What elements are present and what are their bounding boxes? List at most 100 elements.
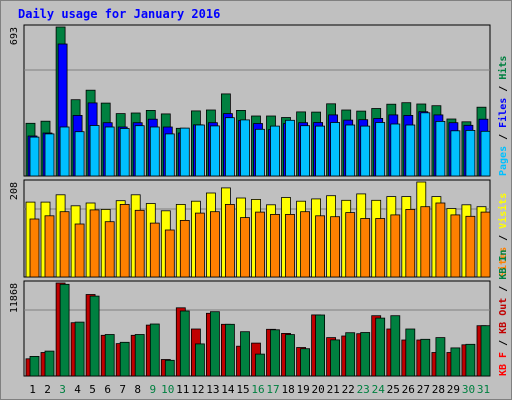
bar-kb-in-day-1 <box>29 355 40 377</box>
x-tick-day-24: 24 <box>372 383 386 396</box>
x-tick-day-17: 17 <box>266 383 279 396</box>
bar-sites-day-26 <box>405 208 416 278</box>
bar-kb-in-day-23 <box>360 332 371 377</box>
bar-kb-in-day-14 <box>224 323 235 377</box>
panel-legend: Pages / Files / Hits <box>497 56 509 176</box>
bar-sites-day-6 <box>104 221 115 278</box>
x-tick-day-6: 6 <box>104 383 111 396</box>
bar-kb-in-day-25 <box>390 315 401 377</box>
bar-pages-day-8 <box>134 125 145 177</box>
bar-kb-in-day-30 <box>465 343 476 377</box>
x-tick-day-19: 19 <box>296 383 309 396</box>
bar-kb-in-day-28 <box>435 337 446 377</box>
bar-kb-in-day-8 <box>134 334 145 377</box>
bar-sites-day-30 <box>465 215 476 278</box>
x-tick-day-26: 26 <box>402 383 415 396</box>
x-axis-labels: 1 2 3 4 5 6 7 8 9 10 11 12 13 14 15 16 17 18 19 20 21 22 23 24 2… <box>29 383 490 396</box>
bar-sites-day-16 <box>255 211 265 278</box>
bar-kb-in-day-12 <box>194 343 205 377</box>
bar-kb-in-day-31 <box>480 325 491 377</box>
bar-kb-in-day-7 <box>119 341 130 377</box>
bar-pages-day-7 <box>119 128 130 177</box>
bar-pages-day-15 <box>240 119 250 177</box>
bar-kb-in-day-27 <box>420 338 431 377</box>
bar-pages-day-3 <box>59 126 70 177</box>
legend-entry: Files <box>497 98 509 128</box>
x-tick-day-31: 31 <box>477 383 490 396</box>
bar-sites-day-19 <box>300 211 311 278</box>
bar-sites-day-7 <box>119 203 130 278</box>
bar-kb-in-day-11 <box>179 310 190 377</box>
bar-kb-in-day-13 <box>209 311 220 377</box>
bar-sites-day-27 <box>420 206 431 278</box>
x-tick-day-20: 20 <box>311 383 324 396</box>
x-tick-day-5: 5 <box>89 383 96 396</box>
legend-entry: KB Out <box>498 298 509 334</box>
bar-pages-day-13 <box>209 125 220 177</box>
legend-entry: / <box>498 128 509 146</box>
bar-kb-in-day-15 <box>240 331 250 377</box>
bar-sites-day-5 <box>89 209 100 278</box>
bar-sites-day-15 <box>240 217 250 278</box>
panel-max-label: 11868 <box>9 283 20 313</box>
bar-pages-day-10 <box>164 133 175 177</box>
bar-pages-day-25 <box>390 123 401 177</box>
bar-pages-day-22 <box>345 124 356 177</box>
bar-kb-in-day-26 <box>405 328 416 377</box>
x-tick-day-28: 28 <box>432 383 445 396</box>
bar-sites-day-25 <box>390 214 401 278</box>
legend-entry: Visits <box>497 193 509 229</box>
x-tick-day-30: 30 <box>462 383 475 396</box>
legend-entry: Pages <box>498 146 509 176</box>
bar-sites-day-21 <box>330 216 341 278</box>
panel-legend: Sites / Visits <box>497 193 509 277</box>
legend-entry: / <box>498 229 509 247</box>
series-pages <box>29 112 491 177</box>
chart-panels: 693 Pages / Files / Hits 208 Sites / Visits… <box>9 24 509 377</box>
bar-kb-in-day-29 <box>450 347 461 377</box>
bar-pages-day-9 <box>149 126 160 177</box>
bar-kb-in-day-10 <box>164 359 175 377</box>
bar-sites-day-9 <box>149 222 160 278</box>
series-kb-in <box>29 283 491 377</box>
bar-kb-in-day-3 <box>59 283 70 377</box>
x-tick-day-14: 14 <box>221 383 235 396</box>
bar-pages-day-11 <box>179 127 190 177</box>
bar-kb-in-day-17 <box>270 329 280 377</box>
x-tick-day-11: 11 <box>176 383 189 396</box>
bar-pages-day-12 <box>194 124 205 177</box>
x-tick-day-2: 2 <box>44 383 51 396</box>
bar-kb-in-day-2 <box>44 350 55 377</box>
bar-sites-day-11 <box>179 219 190 278</box>
x-tick-day-23: 23 <box>357 383 370 396</box>
x-tick-day-1: 1 <box>29 383 36 396</box>
x-tick-day-9: 9 <box>149 383 156 396</box>
bar-sites-day-23 <box>360 218 371 278</box>
x-tick-day-22: 22 <box>342 383 355 396</box>
bar-sites-day-22 <box>345 212 356 278</box>
bar-sites-day-31 <box>480 211 491 278</box>
bar-sites-day-29 <box>450 214 461 278</box>
bar-kb-in-day-24 <box>375 317 386 377</box>
x-tick-day-27: 27 <box>417 383 430 396</box>
bar-kb-in-day-5 <box>89 295 100 377</box>
bar-kb-in-day-21 <box>330 339 341 377</box>
bar-pages-day-26 <box>405 124 416 177</box>
x-tick-day-7: 7 <box>119 383 126 396</box>
panel-visits-sites: 208 Sites / Visits <box>9 179 509 278</box>
bar-pages-day-24 <box>375 122 386 177</box>
bar-pages-day-31 <box>480 130 491 177</box>
bar-sites-day-28 <box>435 202 446 278</box>
bar-pages-day-4 <box>74 131 85 177</box>
bar-pages-day-21 <box>330 122 341 177</box>
bar-kb-in-day-20 <box>315 314 326 377</box>
bar-sites-day-24 <box>375 218 386 278</box>
bar-pages-day-14 <box>224 117 235 177</box>
panel-hits-files-pages: 693 Pages / Files / Hits <box>9 24 509 177</box>
bar-sites-day-2 <box>44 215 55 278</box>
series-sites <box>29 202 491 278</box>
bar-sites-day-12 <box>194 212 205 278</box>
bar-sites-day-1 <box>29 218 40 278</box>
panel-max-label: 208 <box>9 182 20 200</box>
x-tick-day-8: 8 <box>134 383 141 396</box>
